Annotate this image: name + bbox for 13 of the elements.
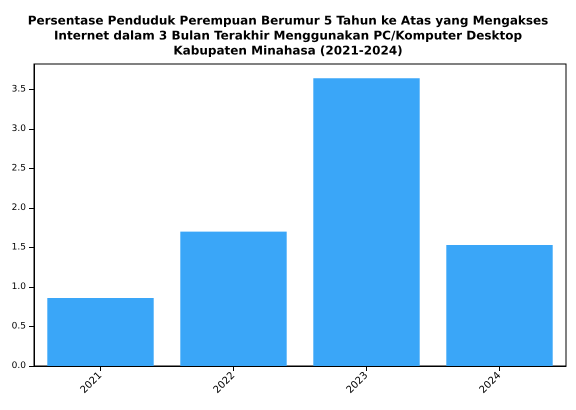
y-tick-label: 2.0 [12, 202, 26, 213]
bar [180, 232, 287, 366]
y-tick-label: 0.0 [12, 361, 26, 371]
y-tick-label: 1.5 [12, 242, 26, 252]
y-tick-label: 2.5 [12, 163, 26, 174]
chart-title: Persentase Penduduk Perempuan Berumur 5 Tahun ke Atas yang Mengakses Internet dalam 3 Bulan Terakhir Menggunakan PC/Komputer Desktop Kabupaten Minahasa (2021-2024) [28, 14, 548, 58]
y-tick-label: 0.5 [12, 321, 26, 332]
y-tick-label: 3.5 [12, 84, 26, 94]
bar [313, 78, 420, 366]
bar [47, 298, 154, 366]
y-tick-label: 3.0 [12, 124, 26, 134]
bar [446, 245, 553, 366]
y-tick-label: 1.0 [12, 282, 26, 292]
